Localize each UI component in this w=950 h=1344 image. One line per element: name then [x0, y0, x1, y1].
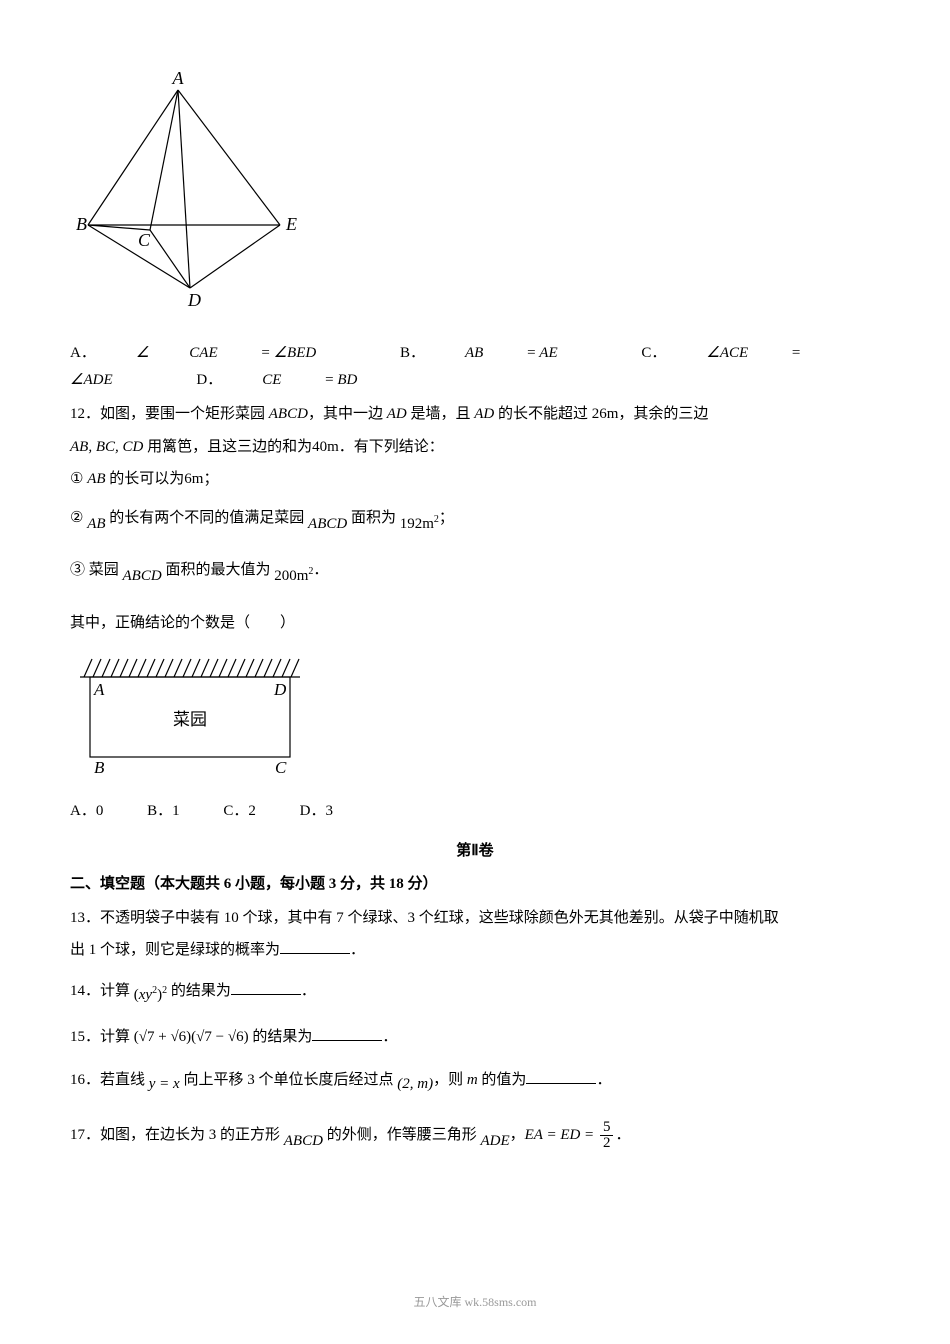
q14-blank	[231, 980, 301, 995]
svg-text:B: B	[94, 758, 105, 777]
svg-text:D: D	[187, 290, 201, 310]
q13-blank	[280, 939, 350, 954]
q12-conclusion-1: ① AB 的长可以为6m；	[70, 465, 880, 494]
q15-blank	[312, 1026, 382, 1041]
q12-conclusion-2: ② AB 的长有两个不同的值满足菜园 ABCD 面积为 192m2；	[70, 504, 880, 539]
q15: 15．计算 (√7 + √6)(√7 − √6) 的结果为．	[70, 1023, 880, 1052]
svg-text:B: B	[76, 214, 87, 234]
q12-option-d: D．3	[300, 803, 333, 819]
svg-text:A: A	[172, 70, 185, 88]
q13-line2: 出 1 个球，则它是绿球的概率为．	[70, 936, 880, 965]
q11-option-d: D．CE = BD	[196, 372, 397, 388]
svg-text:A: A	[93, 680, 105, 699]
pyramid-diagram: A B C D E	[70, 70, 300, 310]
geometry-figure-q11: A B C D E	[70, 70, 880, 320]
q13-line1: 13．不透明袋子中装有 10 个球，其中有 7 个绿球、3 个红球，这些球除颜色…	[70, 904, 880, 933]
svg-text:E: E	[285, 214, 297, 234]
q11-options: A．∠CAE = ∠BED B．AB = AE C．∠ACE = ∠ADE D．…	[70, 340, 880, 394]
q12-option-b: B．1	[147, 803, 180, 819]
svg-text:菜园: 菜园	[173, 710, 207, 729]
q12-option-a: A．0	[70, 803, 103, 819]
section2-title: 二、填空题（本大题共 6 小题，每小题 3 分，共 18 分）	[70, 871, 880, 898]
q12-ask: 其中，正确结论的个数是（ ）	[70, 609, 880, 638]
q12-stem-line1: 12．如图，要围一个矩形菜园 ABCD，其中一边 AD 是墙，且 AD 的长不能…	[70, 400, 880, 429]
q12-conclusion-3: ③ 菜园 ABCD 面积的最大值为 200m2．	[70, 556, 880, 591]
q11-option-b: B．AB = AE	[400, 345, 598, 361]
q12-option-c: C．2	[223, 803, 256, 819]
q14: 14．计算 (xy2)2 的结果为．	[70, 977, 880, 1010]
rectangle-figure-q12: A D B C 菜园	[70, 647, 880, 787]
q16-blank	[526, 1069, 596, 1084]
q12-stem-line2: AB, BC, CD 用篱笆，且这三边的和为40m．有下列结论：	[70, 433, 880, 462]
part2-title: 第Ⅱ卷	[70, 838, 880, 865]
q11-option-a: A．∠CAE = ∠BED	[70, 345, 356, 361]
svg-text:D: D	[273, 680, 287, 699]
q17: 17．如图，在边长为 3 的正方形 ABCD 的外侧，作等腰三角形 ADE，EA…	[70, 1120, 880, 1155]
q12-options: A．0 B．1 C．2 D．3	[70, 797, 880, 826]
garden-diagram: A D B C 菜园	[70, 647, 310, 777]
svg-text:C: C	[275, 758, 287, 777]
q16: 16．若直线 y = x 向上平移 3 个单位长度后经过点 (2, m)，则 m…	[70, 1066, 880, 1099]
svg-text:C: C	[138, 230, 151, 250]
footer: 五八文库 wk.58sms.com	[0, 1292, 950, 1314]
